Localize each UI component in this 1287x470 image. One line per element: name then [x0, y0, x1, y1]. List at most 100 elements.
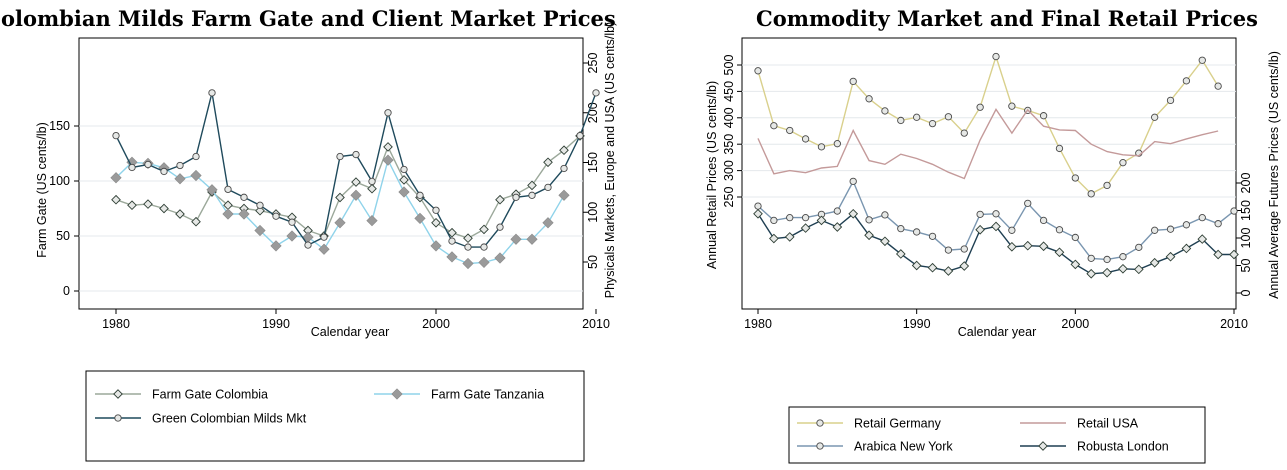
- data-point: [320, 233, 328, 241]
- y-left-tick-label: 250: [722, 187, 736, 208]
- legend-box: [788, 406, 1206, 464]
- legend-entry: Retail Germany: [854, 417, 942, 431]
- data-point: [432, 206, 440, 214]
- data-point: [849, 177, 857, 186]
- data-point: [1071, 174, 1079, 182]
- data-point: [462, 257, 474, 270]
- data-point: [174, 173, 186, 185]
- data-point: [1024, 199, 1032, 208]
- data-point: [430, 240, 442, 252]
- data-point: [400, 165, 408, 174]
- data-point: [560, 164, 568, 173]
- x-axis-label: Calendar year: [311, 325, 390, 339]
- legend-swatch-marker: [1038, 441, 1048, 451]
- data-point: [1166, 225, 1175, 233]
- y-left-tick-label: 100: [49, 174, 70, 188]
- data-point: [176, 161, 184, 170]
- data-point: [754, 202, 762, 210]
- y-right-tick-label: 100: [1239, 228, 1253, 249]
- data-point: [1119, 253, 1127, 261]
- data-point: [1182, 221, 1191, 229]
- y-right-tick-label: 100: [586, 202, 600, 223]
- data-point: [382, 154, 394, 166]
- data-point: [913, 113, 921, 121]
- data-point: [240, 193, 248, 201]
- data-point: [1181, 243, 1192, 254]
- data-point: [527, 180, 537, 191]
- data-point: [494, 252, 506, 264]
- data-point: [222, 208, 234, 220]
- data-point: [479, 224, 489, 235]
- data-point: [1071, 233, 1079, 242]
- data-point: [510, 233, 522, 245]
- data-point: [769, 233, 779, 244]
- y-right-tick-label: 50: [586, 255, 600, 269]
- data-point: [1070, 259, 1081, 270]
- data-point: [431, 217, 441, 228]
- data-point: [1102, 267, 1112, 278]
- legend: Retail Germany Retail USA Arabica New York…: [788, 406, 1206, 464]
- data-point: [833, 140, 841, 148]
- data-point: [1182, 77, 1191, 85]
- data-point: [1230, 207, 1238, 215]
- data-point: [191, 216, 201, 227]
- x-tick-label: 1990: [262, 317, 290, 331]
- data-point: [1229, 249, 1239, 260]
- data-point: [1022, 240, 1033, 251]
- data-point: [960, 129, 968, 137]
- data-point: [143, 199, 153, 209]
- x-tick-label: 2010: [1220, 317, 1248, 331]
- x-tick-label: 2000: [422, 317, 450, 331]
- data-point: [895, 249, 906, 259]
- data-point: [801, 213, 810, 222]
- data-point: [865, 216, 873, 224]
- series-green-colombian-milds-mkt: [112, 89, 600, 251]
- legend-swatch-marker: [113, 389, 123, 399]
- chart-1: Colombian Milds Farm Gate and Client Mar…: [0, 6, 617, 462]
- data-point: [1166, 96, 1175, 105]
- series-retail-usa: [757, 108, 1219, 180]
- data-point: [800, 223, 811, 233]
- data-point: [770, 122, 778, 130]
- data-point: [144, 160, 152, 169]
- data-point: [224, 185, 232, 194]
- y-right-tick-label: 0: [1239, 289, 1253, 296]
- data-point: [255, 205, 265, 216]
- legend-entry: Farm Gate Tanzania: [431, 388, 544, 402]
- series-line: [757, 108, 1219, 180]
- data-point: [206, 184, 218, 196]
- data-point: [991, 221, 1001, 232]
- data-point: [786, 126, 794, 135]
- data-point: [366, 214, 378, 227]
- data-point: [334, 217, 346, 229]
- data-point: [1198, 213, 1206, 222]
- data-point: [897, 116, 905, 125]
- data-point: [865, 95, 873, 103]
- data-point: [1118, 263, 1128, 274]
- y-right-tick-label: 200: [1239, 173, 1253, 194]
- data-point: [1119, 159, 1127, 167]
- data-point: [160, 167, 168, 176]
- data-point: [528, 191, 536, 199]
- x-tick-label: 1980: [102, 317, 130, 331]
- data-point: [478, 256, 490, 269]
- data-point: [944, 246, 953, 254]
- data-point: [414, 212, 426, 225]
- data-point: [127, 200, 137, 211]
- data-point: [975, 224, 985, 235]
- legend-swatch-marker: [114, 414, 122, 422]
- data-point: [897, 224, 905, 233]
- data-point: [1087, 190, 1095, 198]
- data-point: [464, 243, 472, 251]
- data-point: [1039, 112, 1048, 120]
- y-left-tick-label: 300: [722, 160, 736, 181]
- legend-entry: Retail USA: [1077, 417, 1139, 431]
- data-point: [256, 201, 264, 209]
- data-point: [448, 237, 456, 245]
- data-point: [192, 152, 200, 161]
- data-point: [159, 203, 169, 214]
- legend-swatch-marker: [816, 442, 824, 450]
- data-point: [496, 223, 504, 231]
- data-point: [384, 109, 392, 117]
- data-point: [128, 163, 136, 172]
